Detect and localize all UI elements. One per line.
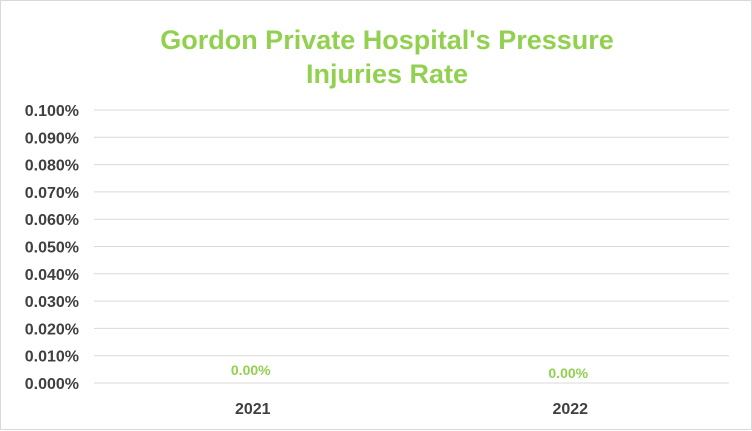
y-tick-label: 0.090%	[25, 130, 79, 147]
y-tick-label: 0.030%	[25, 294, 79, 311]
chart-title-line-2: Injuries Rate	[306, 59, 468, 89]
y-tick-label: 0.100%	[25, 103, 79, 120]
y-tick-label: 0.000%	[25, 376, 79, 393]
data-labels: 0.00% 0.00%	[231, 362, 589, 381]
x-tick-label: 2021	[235, 401, 271, 418]
data-label: 0.00%	[231, 362, 271, 378]
y-tick-label: 0.080%	[25, 158, 79, 175]
x-tick-label: 2022	[552, 401, 588, 418]
y-tick-label: 0.070%	[25, 185, 79, 202]
y-tick-label: 0.040%	[25, 267, 79, 284]
chart-title-line-1: Gordon Private Hospital's Pressure	[160, 25, 614, 55]
y-tick-label: 0.020%	[25, 321, 79, 338]
y-tick-label: 0.050%	[25, 240, 79, 257]
y-axis-ticks: 0.000% 0.010% 0.020% 0.030% 0.040% 0.050% 0.06…	[25, 103, 79, 393]
y-tick-label: 0.060%	[25, 212, 79, 229]
x-axis-ticks: 2021 2022	[235, 401, 588, 418]
data-label: 0.00%	[548, 365, 588, 381]
y-tick-label: 0.010%	[25, 349, 79, 366]
gridlines	[94, 109, 729, 384]
